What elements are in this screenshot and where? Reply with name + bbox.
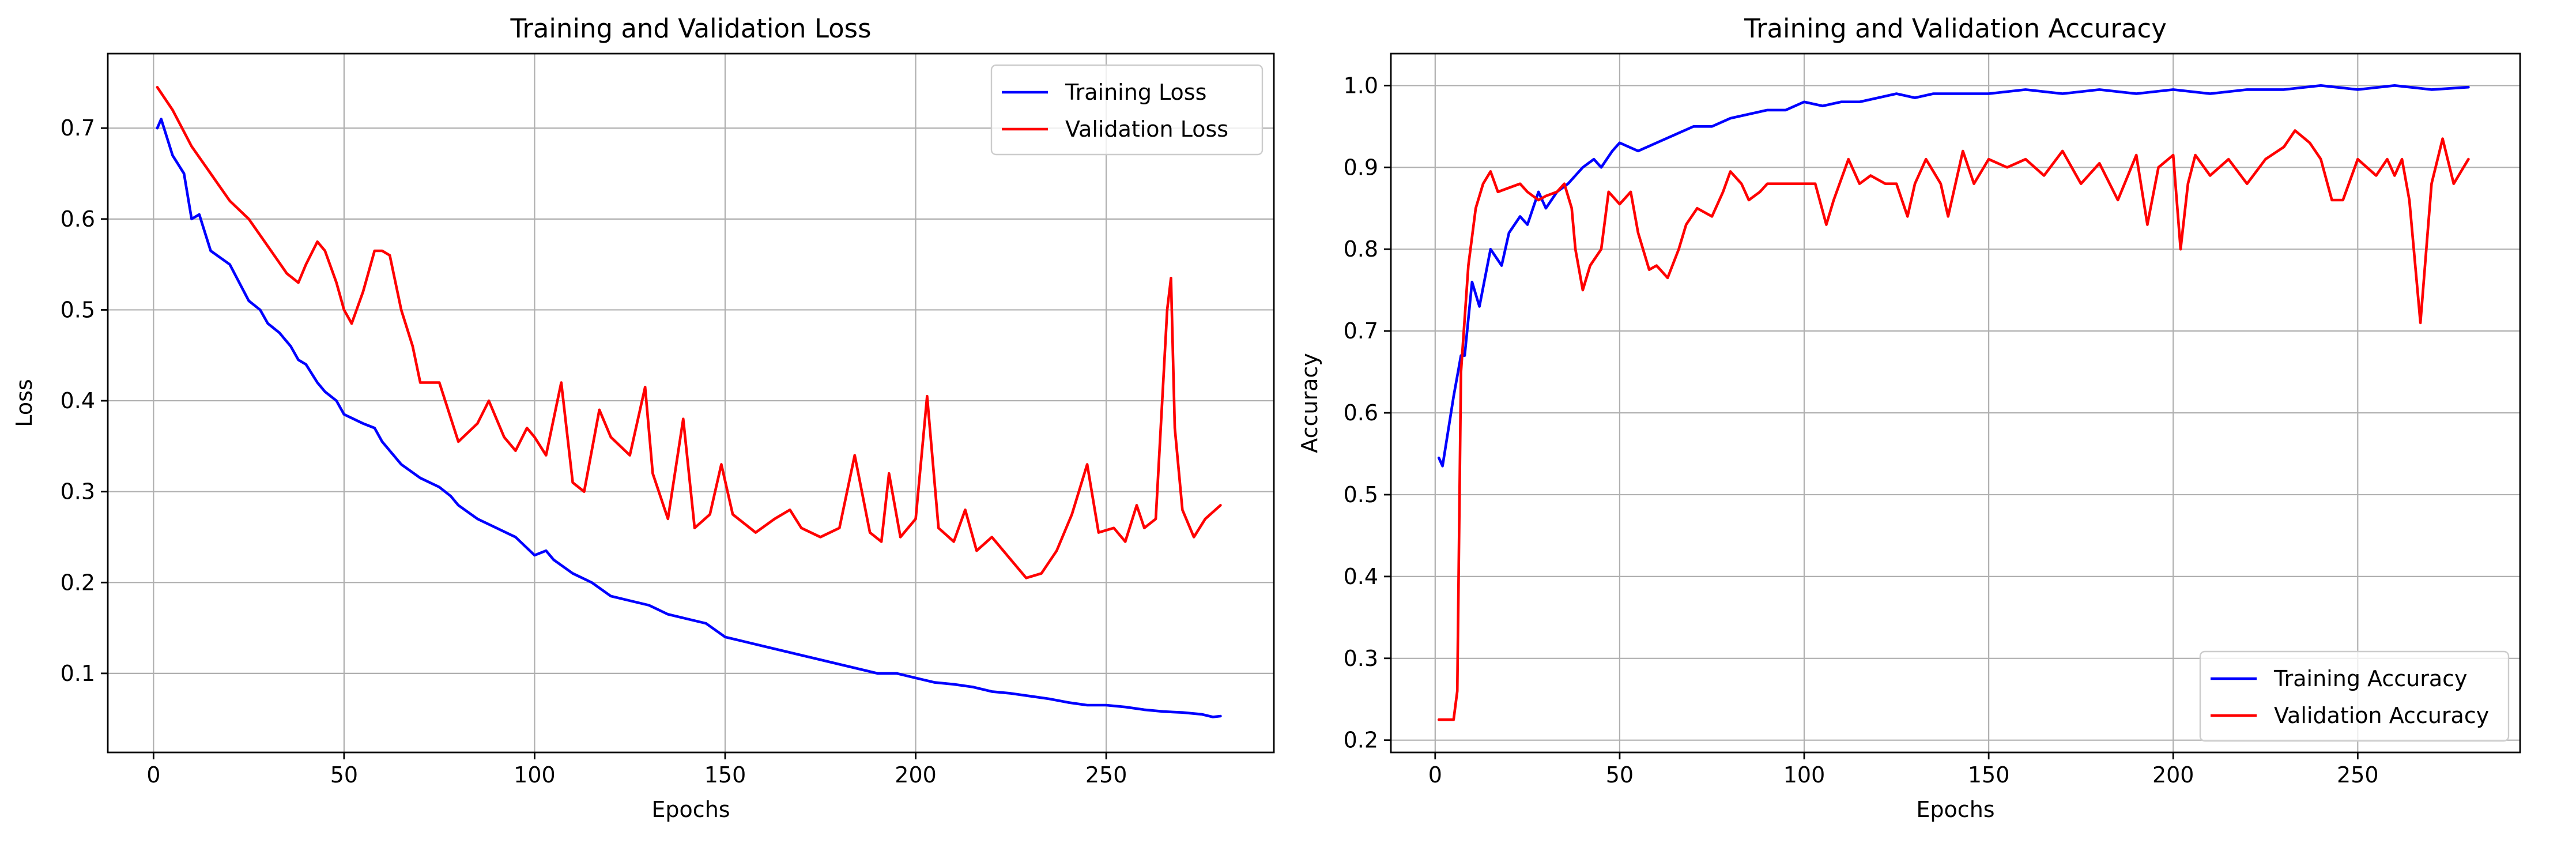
y-tick-label: 0.6	[1344, 400, 1378, 426]
y-tick-label: 0.2	[61, 570, 95, 595]
y-tick-label: 0.3	[61, 479, 95, 505]
y-tick-label: 0.7	[61, 115, 95, 141]
legend: Training Accuracy Validation Accuracy	[2199, 650, 2510, 742]
series-line-0	[156, 118, 1222, 718]
x-tick-label: 100	[514, 762, 556, 788]
legend: Training Loss Validation Loss	[990, 64, 1264, 156]
legend-label: Training Accuracy	[2273, 666, 2468, 691]
y-tick-label: 0.4	[1344, 564, 1378, 589]
legend-box	[2199, 650, 2510, 742]
x-tick-label: 50	[330, 762, 358, 788]
legend-label: Validation Accuracy	[2274, 703, 2489, 728]
series-line-0	[1437, 84, 2470, 468]
axes-frame	[107, 52, 1275, 754]
x-tick-label: 0	[1428, 762, 1442, 788]
x-tick-label: 150	[1968, 762, 2010, 788]
chart-loss: 0 50 100 150 200 250 0.1 0.2 0.3 0.4 0.5 0.6 0.7 Trai…	[12, 13, 1275, 822]
series-line-1	[1437, 129, 2470, 721]
chart-accuracy: 0 50 100 150 200 250 0.2 0.3 0.4 0.5 0.6 0.7 0.8 0.9 1…	[1297, 13, 2521, 822]
y-axis-label: Accuracy	[1297, 353, 1322, 453]
legend-label: Validation Loss	[1065, 116, 1228, 142]
y-tick-label: 0.5	[61, 297, 95, 322]
series-line-1	[156, 86, 1222, 579]
chart-title: Training and Validation Loss	[510, 13, 871, 44]
y-tick-label: 0.1	[61, 661, 95, 686]
x-tick-label: 0	[146, 762, 160, 788]
y-tick-label: 0.5	[1344, 482, 1378, 507]
x-tick-label: 50	[1606, 762, 1634, 788]
x-tick-label: 200	[2152, 762, 2194, 788]
legend-label: Training Loss	[1065, 80, 1206, 105]
x-tick-label: 250	[1085, 762, 1127, 788]
y-tick-label: 0.3	[1344, 646, 1378, 671]
chart-title: Training and Validation Accuracy	[1744, 13, 2167, 44]
y-tick-label: 0.4	[61, 388, 95, 413]
axes-frame	[1390, 52, 2521, 754]
y-tick-label: 1.0	[1344, 73, 1378, 98]
y-tick-label: 0.6	[61, 206, 95, 232]
y-tick-label: 0.7	[1344, 318, 1378, 344]
x-tick-label: 150	[704, 762, 746, 788]
y-tick-label: 0.8	[1344, 236, 1378, 262]
y-tick-label: 0.9	[1344, 155, 1378, 180]
x-tick-label: 250	[2337, 762, 2379, 788]
x-axis-label: Epochs	[1916, 797, 1994, 822]
x-tick-label: 100	[1783, 762, 1826, 788]
legend-box	[990, 64, 1264, 156]
y-axis-label: Loss	[12, 379, 37, 427]
x-tick-label: 200	[895, 762, 937, 788]
y-tick-label: 0.2	[1344, 728, 1378, 753]
x-axis-label: Epochs	[651, 797, 730, 822]
